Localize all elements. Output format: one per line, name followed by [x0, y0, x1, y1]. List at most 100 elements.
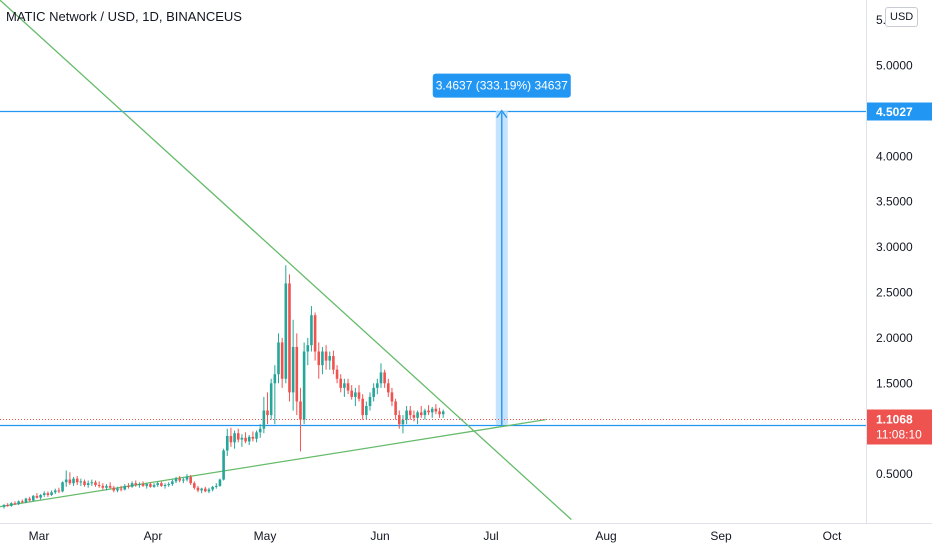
candle: [365, 401, 368, 420]
candle: [354, 387, 357, 406]
candle-body: [167, 484, 170, 486]
candle: [335, 365, 339, 384]
candle-body: [28, 498, 31, 501]
currency-button[interactable]: USD: [885, 7, 919, 27]
candle-body: [119, 488, 123, 490]
trendline[interactable]: [0, 418, 546, 510]
candle: [222, 448, 225, 481]
horizontal-lines[interactable]: [0, 110, 866, 427]
candle-body: [244, 437, 247, 442]
candle-body: [332, 356, 335, 370]
candle-body: [13, 503, 17, 505]
candle-body: [90, 482, 94, 484]
candle: [225, 428, 229, 456]
candle-body: [46, 493, 50, 495]
symbol-title[interactable]: MATIC Network / USD, 1D, BINANCEUS: [6, 9, 242, 24]
price-range-measure[interactable]: 3.4637 (333.19%) 34637: [432, 73, 571, 425]
candle: [2, 504, 6, 509]
candle-body: [302, 351, 306, 420]
time-tick-label: Jun: [370, 529, 389, 543]
candle-body: [299, 401, 302, 420]
candle: [251, 431, 255, 442]
candle-body: [255, 432, 258, 439]
candle-body: [277, 342, 280, 375]
candle: [262, 396, 266, 434]
candle-body: [247, 436, 251, 442]
candle-body: [50, 492, 53, 495]
candle-body: [313, 315, 317, 352]
candle-body: [401, 419, 405, 425]
candle-body: [339, 378, 343, 388]
candle: [21, 499, 24, 504]
candle: [200, 487, 203, 494]
candle: [178, 475, 181, 483]
measure-label-bg: [432, 73, 571, 98]
candle: [310, 306, 313, 352]
candle-body: [57, 490, 61, 492]
candle: [6, 503, 9, 507]
candle: [149, 482, 152, 488]
candle: [295, 333, 299, 416]
candle-body: [42, 493, 46, 495]
candle: [160, 481, 163, 487]
candle-body: [152, 484, 156, 487]
last-price-value: 1.1068: [876, 413, 913, 427]
trendlines[interactable]: [0, 0, 572, 520]
candle-body: [324, 351, 328, 361]
candle-body: [207, 489, 211, 492]
candle-body: [376, 383, 379, 388]
candle-body: [97, 484, 101, 486]
candle-body: [317, 351, 321, 366]
candle: [214, 483, 218, 489]
candle-body: [138, 484, 141, 486]
candle: [72, 476, 75, 486]
candle: [39, 494, 42, 500]
candle: [94, 480, 97, 487]
candle-body: [123, 485, 127, 490]
hline-label-text: 4.5027: [876, 105, 913, 119]
candle: [17, 500, 20, 505]
candle: [83, 479, 86, 487]
candle-body: [236, 433, 240, 440]
candle: [387, 378, 390, 397]
candle-body: [86, 483, 90, 485]
candle-body: [6, 504, 9, 506]
time-tick-label: Mar: [29, 529, 50, 543]
candle-body: [295, 346, 299, 402]
candle-body: [441, 411, 445, 415]
candle: [350, 385, 353, 400]
candle: [324, 345, 328, 370]
candle: [211, 485, 214, 492]
candle: [291, 319, 295, 411]
candle: [61, 481, 64, 493]
candle-body: [354, 392, 357, 397]
candle: [189, 475, 192, 485]
candle: [390, 387, 394, 406]
candle-body: [372, 387, 375, 397]
candle: [266, 392, 269, 425]
candle-body: [214, 485, 218, 487]
candle: [394, 398, 397, 420]
candle-body: [211, 486, 214, 490]
candle: [90, 479, 94, 486]
candle-body: [79, 481, 83, 483]
candle-body: [83, 481, 86, 485]
candle-body: [423, 410, 427, 416]
candle-body: [101, 485, 105, 488]
candle: [244, 432, 247, 444]
candle: [430, 406, 434, 418]
candle: [75, 475, 79, 485]
candle: [412, 410, 416, 422]
candle: [119, 485, 123, 492]
candle-body: [328, 356, 332, 361]
time-axis[interactable]: Mar Apr May Jun Jul Aug Sep Oct: [0, 523, 932, 544]
candle: [10, 502, 13, 507]
candle-body: [269, 383, 273, 416]
candle: [182, 477, 185, 484]
candle-body: [229, 435, 233, 443]
price-tick-label: 0.5000: [876, 467, 913, 481]
trendline[interactable]: [0, 0, 572, 520]
candle-body: [430, 408, 434, 413]
